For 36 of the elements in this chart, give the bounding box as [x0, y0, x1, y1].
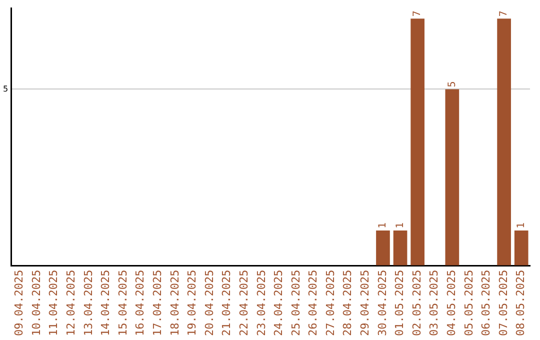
x-tick-label: 26.04.2025 — [306, 270, 320, 336]
x-tick-label: 06.05.2025 — [480, 270, 493, 336]
data-label: 7 — [412, 10, 424, 17]
x-tick-label: 10.04.2025 — [30, 270, 43, 336]
x-tick-label: 05.05.2025 — [462, 270, 476, 336]
x-tick-label: 25.04.2025 — [289, 270, 302, 336]
x-tick-label: 01.05.2025 — [393, 270, 406, 336]
x-tick-label: 11.04.2025 — [47, 270, 60, 336]
x-tick-label: 16.04.2025 — [134, 270, 147, 336]
data-label: 1 — [394, 222, 406, 228]
x-tick-label: 18.04.2025 — [168, 270, 182, 336]
x-tick-label: 21.04.2025 — [220, 270, 234, 336]
x-tick-label: 29.04.2025 — [358, 270, 372, 336]
x-tick-label: 17.04.2025 — [150, 270, 164, 336]
x-tick-label: 04.05.2025 — [445, 270, 458, 336]
x-tick-label: 22.04.2025 — [237, 270, 250, 336]
x-tick-label: 27.04.2025 — [324, 270, 337, 336]
x-tick-label: 02.05.2025 — [410, 270, 424, 336]
x-tick-label: 30.04.2025 — [376, 270, 389, 336]
x-tick-label: 15.04.2025 — [116, 270, 130, 336]
x-tick-label: 03.05.2025 — [428, 270, 441, 336]
x-tick-label: 20.04.2025 — [202, 270, 216, 336]
x-tick-label: 28.04.2025 — [341, 270, 354, 336]
data-label: 1 — [516, 222, 527, 228]
x-tick-label: 19.04.2025 — [186, 270, 199, 336]
x-tick-label: 07.05.2025 — [496, 270, 510, 336]
x-tick-label: 12.04.2025 — [64, 270, 78, 336]
x-tick-label: 13.04.2025 — [82, 270, 95, 336]
x-tick-label: 14.04.2025 — [99, 270, 112, 336]
x-tick-label: 09.04.2025 — [12, 270, 26, 336]
x-tick-label: 08.05.2025 — [514, 270, 528, 336]
data-label: 1 — [378, 222, 389, 228]
x-tick-label: 24.04.2025 — [272, 270, 286, 336]
x-tick-label: 23.04.2025 — [254, 270, 268, 336]
data-label: 5 — [446, 81, 458, 88]
data-label: 7 — [498, 10, 510, 17]
